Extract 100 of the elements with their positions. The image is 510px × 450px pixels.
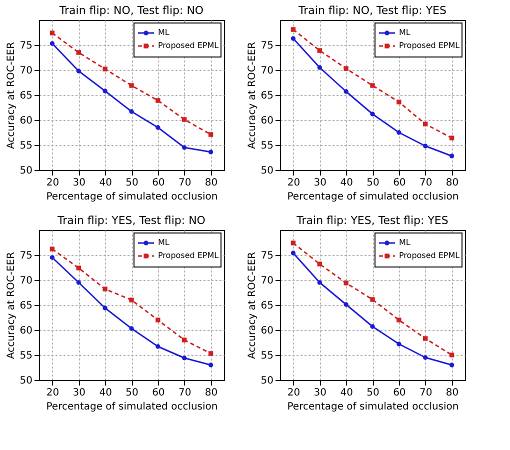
x-tick-label: 40 [99,178,112,188]
x-tick-label: 60 [393,388,406,398]
point [208,132,214,137]
point [290,240,296,246]
point [370,83,375,88]
point [396,342,402,346]
point [182,356,187,360]
x-axis-title: Percentage of simulated occlusion [46,402,218,412]
point [156,125,160,130]
x-tick-label: 70 [178,178,192,188]
y-tick-label: 65 [260,90,274,102]
point [317,48,322,53]
x-tick-label: 30 [72,178,86,188]
y-tick-label: 50 [260,166,274,176]
x-tick-label: 70 [419,388,432,398]
point [102,306,108,310]
point [290,36,296,41]
y-axis-title: Accuracy at ROC-EER [6,42,17,150]
x-tick-label: 50 [366,388,380,398]
point [129,83,134,88]
y-tick-label: 75 [20,40,32,52]
point [449,154,454,158]
y-tick-label: 60 [260,326,274,336]
y-tick-label: 55 [20,350,32,362]
x-axis-title: Percentage of simulated occlusion [287,402,459,412]
point [317,65,322,70]
point [208,351,214,356]
point [449,136,454,140]
x-tick-label: 40 [99,388,112,398]
legend-label: ML [399,28,411,37]
point [423,144,428,148]
x-tick-label: 60 [152,178,165,188]
point [50,41,55,46]
point [344,66,348,71]
point [102,66,108,72]
x-tick-label: 20 [46,388,60,398]
x-tick-label: 40 [340,388,353,398]
x-tick-label: 40 [340,178,353,188]
point [102,88,108,94]
x-tick-label: 70 [419,178,432,188]
x-tick-label: 80 [446,388,459,398]
x-axis-title: Percentage of simulated occlusion [287,192,459,202]
legend-label: Proposed EPML [399,41,460,50]
y-tick-label: 70 [260,66,274,76]
point [344,89,348,94]
point [317,262,322,266]
point [396,130,402,135]
x-tick-label: 50 [366,178,380,188]
x-tick-label: 70 [178,388,192,398]
y-tick-label: 75 [20,250,32,262]
x-tick-label: 30 [72,388,86,398]
chart-title: Train flip: YES, Test flip: NO [56,214,206,227]
y-tick-label: 60 [20,326,32,336]
point [317,280,322,285]
point [208,362,214,368]
x-tick-label: 50 [126,178,138,188]
point [344,280,348,286]
x-tick-label: 60 [393,178,406,188]
y-tick-label: 60 [260,116,274,126]
y-axis-title: Accuracy at ROC-EER [246,42,258,150]
point [370,112,375,116]
x-tick-label: 50 [126,388,138,398]
point [129,109,134,114]
y-tick-label: 55 [260,350,274,362]
point [50,246,55,252]
point [423,122,428,126]
point [182,338,187,342]
chart-title: Train flip: NO, Test flip: NO [58,4,204,17]
point [423,336,428,341]
point [76,280,81,285]
point [396,318,402,322]
y-axis-title: Accuracy at ROC-EER [6,252,17,360]
y-tick-label: 75 [260,250,274,262]
y-tick-label: 70 [260,276,274,286]
point [76,50,81,55]
chart-title: Train flip: YES, Test flip: YES [296,214,448,227]
point [102,286,108,292]
point [129,298,134,302]
legend-label: ML [158,28,170,37]
y-tick-label: 65 [20,90,32,102]
y-tick-label: 50 [20,166,32,176]
point [290,27,296,32]
point [76,68,81,74]
point [396,100,402,104]
point [50,255,55,260]
x-tick-label: 80 [446,178,459,188]
y-tick-label: 55 [20,140,32,152]
point [76,266,81,270]
point [156,318,160,322]
point [156,344,160,349]
chart-title: Train flip: NO, Test flip: YES [298,4,446,17]
point [290,250,296,256]
y-tick-label: 70 [20,66,32,76]
point [423,355,428,360]
y-tick-label: 75 [260,40,274,52]
legend-label: Proposed EPML [158,41,220,50]
y-tick-label: 70 [20,276,32,286]
point [129,326,134,331]
point [156,98,160,103]
point [449,352,454,358]
